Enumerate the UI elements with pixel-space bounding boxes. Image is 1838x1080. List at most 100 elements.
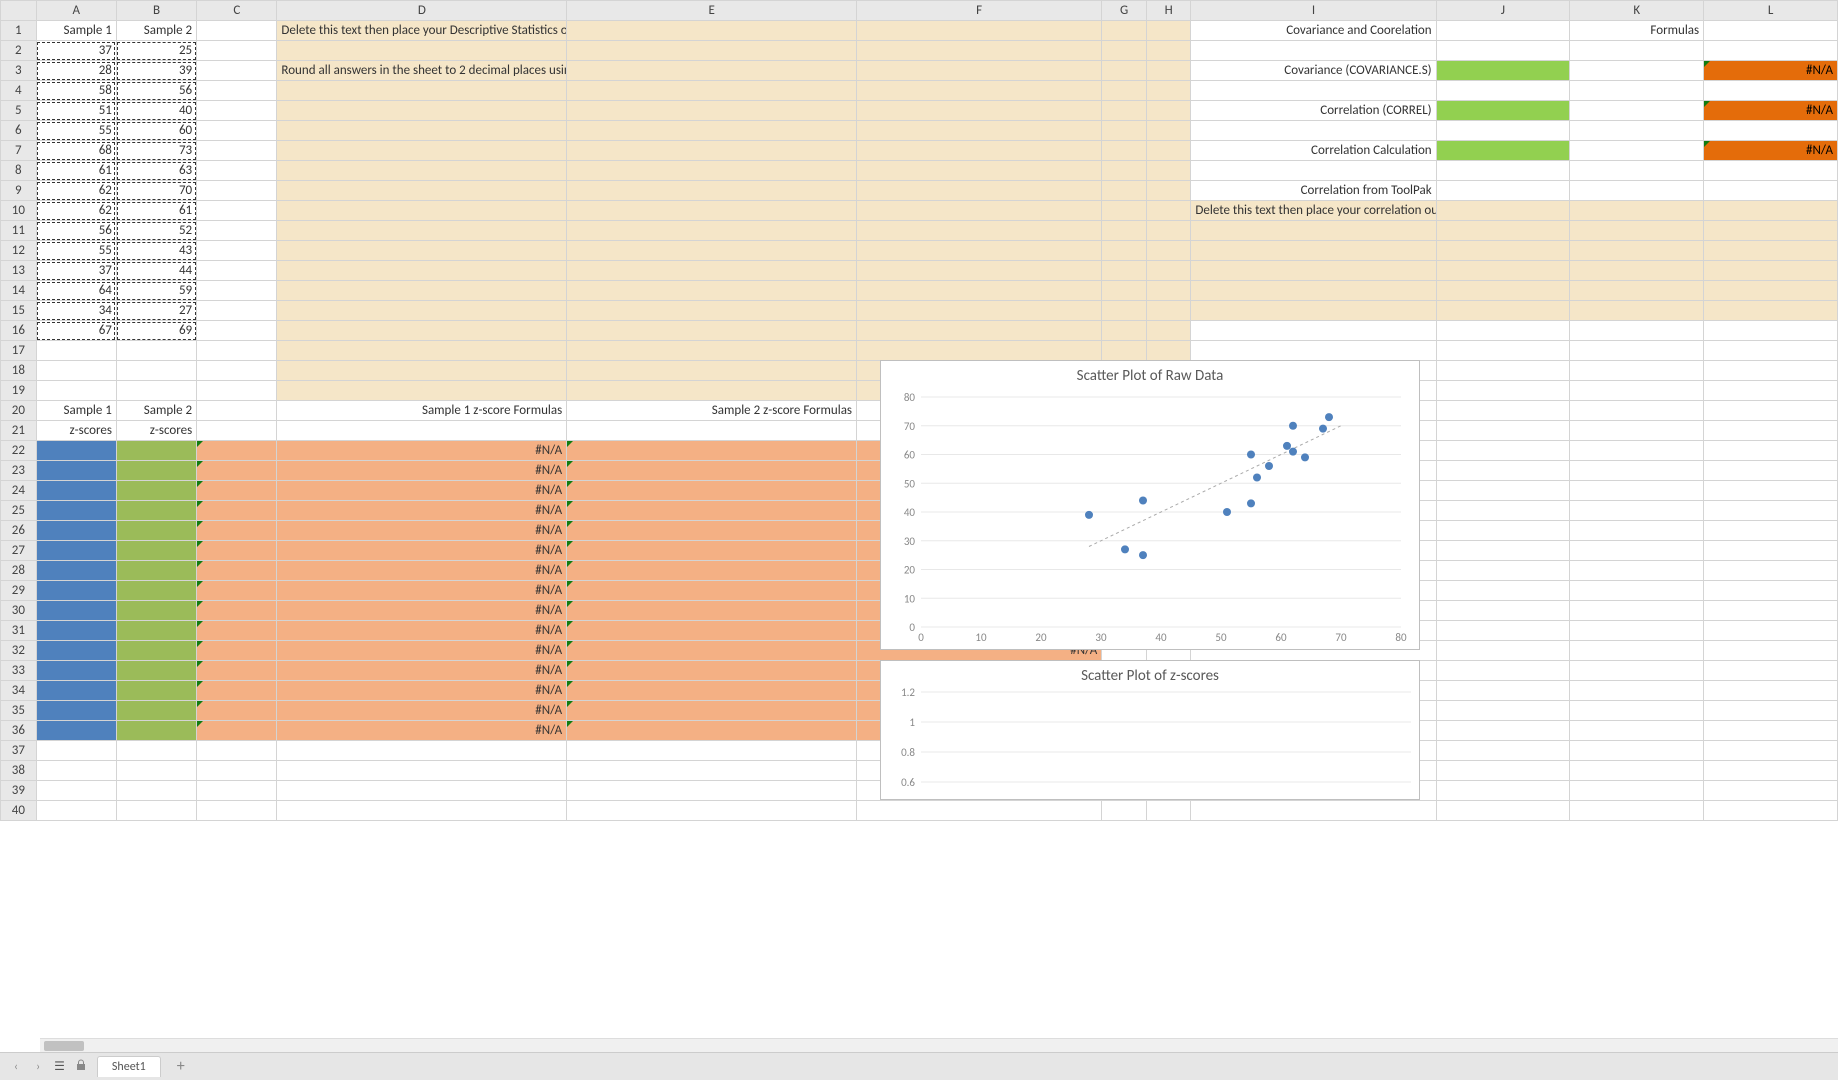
row-header-24[interactable]: 24 <box>1 481 37 501</box>
cell[interactable]: #N/A <box>277 541 567 561</box>
cell[interactable] <box>197 301 277 321</box>
cell[interactable] <box>1570 321 1704 341</box>
cell[interactable] <box>1570 641 1704 661</box>
cell[interactable]: Correlation (CORREL) <box>1191 101 1436 121</box>
cell[interactable] <box>197 481 277 501</box>
cell[interactable]: #N/A <box>277 581 567 601</box>
cell[interactable] <box>1704 121 1838 141</box>
cell[interactable] <box>1704 441 1838 461</box>
cell[interactable] <box>1570 141 1704 161</box>
cell[interactable]: #N/A <box>277 441 567 461</box>
cell[interactable] <box>1570 661 1704 681</box>
row-header-26[interactable]: 26 <box>1 521 37 541</box>
cell[interactable] <box>1704 461 1838 481</box>
cell[interactable] <box>567 481 857 501</box>
cell[interactable] <box>1436 741 1570 761</box>
cell[interactable] <box>1570 361 1704 381</box>
cell[interactable]: 62 <box>36 181 116 201</box>
cell[interactable] <box>1436 361 1570 381</box>
cell[interactable] <box>1436 641 1570 661</box>
tab-nav-next-icon[interactable]: › <box>32 1060 44 1074</box>
cell[interactable] <box>1146 301 1191 321</box>
cell[interactable]: 55 <box>36 121 116 141</box>
cell[interactable]: 58 <box>36 81 116 101</box>
cell[interactable] <box>1570 441 1704 461</box>
cell[interactable] <box>1102 81 1147 101</box>
cell[interactable] <box>1436 201 1570 221</box>
cell[interactable] <box>277 41 567 61</box>
cell[interactable] <box>567 441 857 461</box>
cell[interactable]: Correlation from ToolPak <box>1191 181 1436 201</box>
cell[interactable] <box>857 241 1102 261</box>
cell[interactable]: 52 <box>116 221 196 241</box>
cell[interactable] <box>116 381 196 401</box>
cell[interactable] <box>116 541 196 561</box>
cell[interactable] <box>1436 321 1570 341</box>
cell[interactable] <box>277 741 567 761</box>
cell[interactable] <box>567 421 857 441</box>
cell[interactable] <box>197 761 277 781</box>
cell[interactable]: Covariance and Coorelation <box>1191 21 1436 41</box>
cell[interactable] <box>197 501 277 521</box>
row-header-19[interactable]: 19 <box>1 381 37 401</box>
cell[interactable]: 70 <box>116 181 196 201</box>
cell[interactable] <box>1704 161 1838 181</box>
cell[interactable] <box>1570 481 1704 501</box>
cell[interactable] <box>567 801 857 821</box>
cell[interactable] <box>1570 461 1704 481</box>
cell[interactable] <box>1704 521 1838 541</box>
cell[interactable] <box>197 741 277 761</box>
column-header-G[interactable]: G <box>1102 1 1147 21</box>
cell[interactable]: 37 <box>36 41 116 61</box>
cell[interactable] <box>1191 121 1436 141</box>
cell[interactable] <box>277 221 567 241</box>
column-header-A[interactable]: A <box>36 1 116 21</box>
cell[interactable] <box>857 141 1102 161</box>
cell[interactable]: 69 <box>116 321 196 341</box>
cell[interactable] <box>1570 501 1704 521</box>
cell[interactable] <box>197 381 277 401</box>
row-header-11[interactable]: 11 <box>1 221 37 241</box>
cell[interactable] <box>1570 561 1704 581</box>
cell[interactable] <box>857 41 1102 61</box>
cell[interactable] <box>197 361 277 381</box>
cell[interactable] <box>567 581 857 601</box>
cell[interactable] <box>857 201 1102 221</box>
cell[interactable] <box>857 181 1102 201</box>
cell[interactable] <box>1704 561 1838 581</box>
cell[interactable] <box>567 741 857 761</box>
cell[interactable] <box>857 101 1102 121</box>
row-header-1[interactable]: 1 <box>1 21 37 41</box>
select-all-cell[interactable] <box>1 1 37 21</box>
cell[interactable] <box>1436 701 1570 721</box>
cell[interactable]: #N/A <box>277 601 567 621</box>
cell[interactable] <box>1570 381 1704 401</box>
scatter-chart-zscores[interactable]: Scatter Plot of z-scores 0.60.811.2 <box>880 660 1420 800</box>
cell[interactable] <box>1436 101 1570 121</box>
cell[interactable] <box>116 661 196 681</box>
cell[interactable] <box>197 201 277 221</box>
cell[interactable] <box>277 161 567 181</box>
cell[interactable] <box>1436 621 1570 641</box>
cell[interactable] <box>567 721 857 741</box>
cell[interactable] <box>1704 281 1838 301</box>
cell[interactable] <box>1570 41 1704 61</box>
cell[interactable] <box>1436 801 1570 821</box>
cell[interactable] <box>1146 81 1191 101</box>
cell[interactable] <box>1704 221 1838 241</box>
cell[interactable] <box>1191 261 1436 281</box>
cell[interactable] <box>1436 461 1570 481</box>
column-header-J[interactable]: J <box>1436 1 1570 21</box>
cell[interactable] <box>1704 781 1838 801</box>
cell[interactable] <box>1570 781 1704 801</box>
cell[interactable] <box>277 381 567 401</box>
cell[interactable] <box>1146 141 1191 161</box>
cell[interactable] <box>277 301 567 321</box>
column-header-B[interactable]: B <box>116 1 196 21</box>
cell[interactable] <box>1570 101 1704 121</box>
cell[interactable]: 28 <box>36 61 116 81</box>
cell[interactable] <box>1102 121 1147 141</box>
row-header-13[interactable]: 13 <box>1 261 37 281</box>
cell[interactable] <box>1436 401 1570 421</box>
cell[interactable] <box>1704 181 1838 201</box>
